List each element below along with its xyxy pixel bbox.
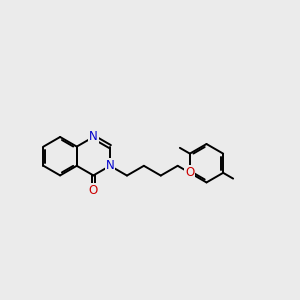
Text: O: O — [89, 184, 98, 197]
Text: N: N — [89, 130, 98, 143]
Text: N: N — [106, 159, 114, 172]
Text: O: O — [185, 166, 194, 179]
